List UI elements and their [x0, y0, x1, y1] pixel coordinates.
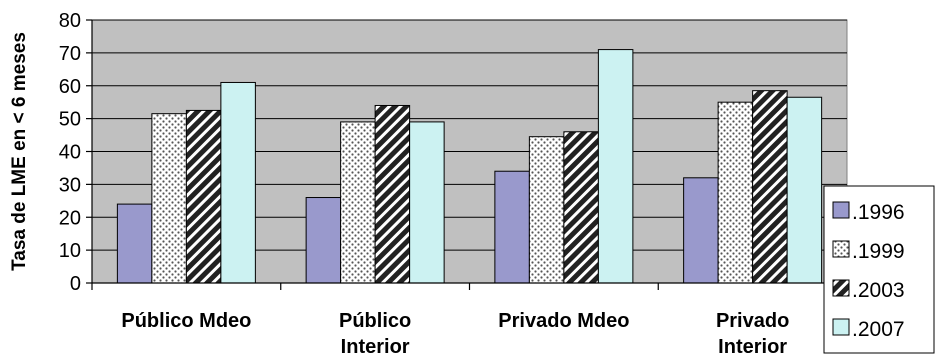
y-tick-label: 50: [59, 109, 81, 131]
y-tick-label: 80: [59, 10, 81, 32]
bar-2003-cat4: [752, 90, 788, 284]
category-label: Público Mdeo: [121, 310, 251, 332]
legend-swatch: [832, 240, 850, 258]
bar-2007-cat4: [786, 96, 823, 284]
bar-1999-cat2: [340, 121, 376, 284]
category-label: Privado Interior: [716, 310, 789, 358]
legend-label: .2003: [852, 279, 905, 302]
legend-swatch: [832, 279, 850, 297]
bar-1999-cat1: [151, 113, 187, 284]
category-label: Público Interior: [339, 310, 411, 358]
legend-label: .1996: [852, 201, 905, 224]
y-tick-label: 10: [59, 240, 81, 262]
bar-2007-cat2: [409, 121, 445, 284]
bar-2003-cat3: [563, 131, 599, 284]
y-tick-label: 0: [70, 273, 81, 295]
y-tick-label: 40: [59, 142, 81, 164]
y-tick-label: 20: [59, 207, 81, 229]
bar-1996-cat2: [305, 197, 342, 284]
bar-2003-cat1: [185, 109, 222, 284]
bar-2007-cat1: [220, 81, 256, 284]
legend-label: .1999: [852, 240, 905, 263]
legend-label: .2007: [852, 318, 905, 341]
bar-1999-cat3: [528, 136, 565, 284]
bar-2007-cat3: [597, 49, 634, 284]
y-tick-label: 30: [59, 174, 81, 196]
y-tick-label: 60: [59, 76, 81, 98]
legend-swatch: [832, 318, 850, 336]
y-axis-title: Tasa de LME en < 6 meses: [9, 32, 30, 271]
y-tick-label: 70: [59, 43, 81, 65]
bar-2003-cat2: [374, 104, 411, 284]
bar-1996-cat4: [683, 177, 719, 284]
bar-1996-cat1: [116, 203, 153, 284]
bar-1999-cat4: [717, 101, 754, 284]
legend-swatch: [832, 201, 850, 219]
bar-1996-cat3: [494, 170, 530, 284]
category-label: Privado Mdeo: [498, 310, 629, 332]
